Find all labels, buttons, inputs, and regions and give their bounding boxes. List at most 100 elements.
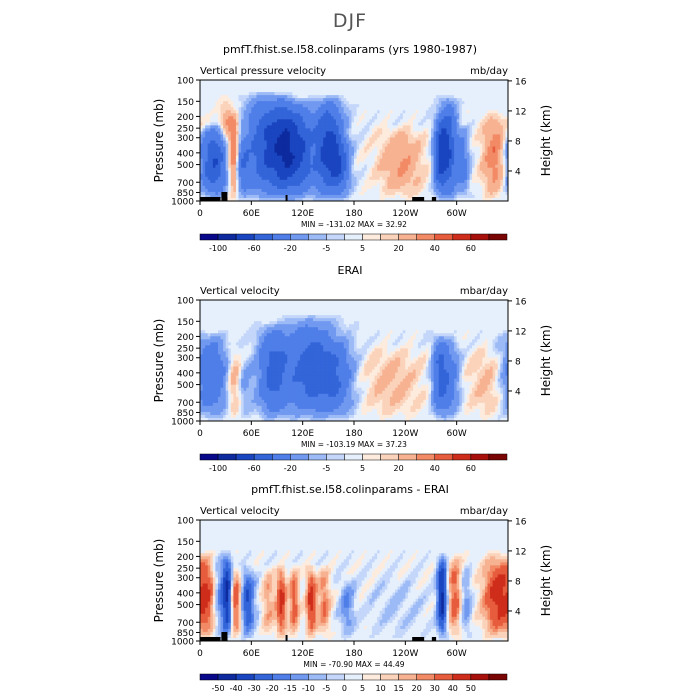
- field-cell: [264, 95, 268, 99]
- field-cell: [497, 116, 501, 120]
- field-cell: [202, 143, 206, 147]
- field-cell: [395, 113, 399, 117]
- field-cell: [469, 191, 473, 196]
- field-cell: [230, 134, 234, 138]
- field-cell: [348, 113, 352, 117]
- field-cell: [451, 161, 455, 166]
- field-cell: [431, 80, 434, 84]
- field-cell: [292, 143, 296, 147]
- field-cell: [343, 170, 347, 175]
- field-cell: [338, 134, 342, 138]
- field-cell: [402, 137, 406, 141]
- field-cell: [500, 155, 504, 160]
- field-cell: [330, 170, 334, 175]
- field-cell: [312, 158, 316, 163]
- field-cell: [225, 116, 229, 120]
- field-cell: [495, 173, 499, 178]
- field-cell: [338, 173, 342, 178]
- field-cell: [269, 122, 273, 126]
- field-cell: [346, 131, 350, 135]
- field-cell: [351, 188, 355, 193]
- field-cell: [420, 170, 424, 175]
- field-cell: [436, 89, 440, 93]
- field-cell: [341, 122, 345, 126]
- field-cell: [220, 83, 224, 87]
- field-cell: [259, 113, 262, 117]
- field-cell: [436, 191, 440, 196]
- field-cell: [266, 110, 270, 114]
- field-cell: [484, 164, 488, 169]
- field-cell: [479, 116, 483, 120]
- field-cell: [205, 92, 209, 96]
- field-cell: [200, 164, 203, 169]
- field-cell: [469, 152, 473, 157]
- field-cell: [395, 164, 399, 169]
- field-cell: [256, 164, 260, 169]
- field-cell: [490, 191, 493, 196]
- field-cell: [307, 300, 311, 304]
- field-cell: [279, 173, 283, 178]
- field-cell: [294, 164, 298, 169]
- field-cell: [336, 92, 339, 96]
- field-cell: [482, 107, 486, 111]
- field-cell: [343, 134, 347, 138]
- field-cell: [395, 146, 399, 150]
- field-cell: [200, 116, 203, 120]
- field-cell: [217, 98, 221, 102]
- field-cell: [495, 164, 499, 169]
- field-cell: [343, 146, 347, 150]
- field-cell: [418, 182, 422, 187]
- panel-left-label: Vertical velocity: [200, 286, 280, 297]
- field-cell: [407, 191, 411, 196]
- field-cell: [200, 107, 203, 111]
- field-cell: [264, 131, 268, 135]
- field-cell: [217, 89, 221, 93]
- field-cell: [502, 188, 506, 193]
- field-cell: [215, 98, 219, 102]
- field-cell: [500, 110, 504, 114]
- field-cell: [315, 161, 319, 166]
- field-cell: [269, 107, 273, 111]
- field-cell: [343, 137, 347, 141]
- field-cell: [377, 137, 381, 141]
- field-cell: [469, 134, 473, 138]
- field-cell: [461, 137, 465, 141]
- field-cell: [248, 110, 252, 114]
- field-cell: [341, 161, 345, 166]
- field-cell: [282, 116, 286, 120]
- field-cell: [220, 92, 224, 96]
- field-cell: [328, 80, 332, 84]
- field-cell: [420, 300, 424, 304]
- field-cell: [392, 194, 396, 199]
- field-cell: [348, 167, 352, 172]
- field-cell: [217, 161, 221, 166]
- field-cell: [500, 173, 504, 178]
- field-cell: [418, 125, 422, 129]
- field-cell: [413, 188, 416, 193]
- field-cell: [382, 98, 386, 102]
- topography-mark: [200, 197, 221, 201]
- field-cell: [354, 143, 357, 147]
- field-cell: [405, 164, 409, 169]
- field-cell: [318, 116, 322, 120]
- field-cell: [456, 116, 460, 120]
- field-cell: [431, 173, 434, 178]
- field-cell: [407, 161, 411, 166]
- field-cell: [474, 89, 478, 93]
- field-cell: [407, 146, 411, 150]
- field-cell: [482, 176, 486, 181]
- field-cell: [320, 167, 324, 172]
- field-cell: [330, 110, 334, 114]
- field-cell: [330, 173, 334, 178]
- field-cell: [330, 128, 334, 132]
- field-cell: [210, 146, 214, 150]
- field-cell: [292, 107, 296, 111]
- field-cell: [425, 110, 429, 114]
- field-cell: [392, 119, 396, 123]
- field-cell: [456, 131, 460, 135]
- field-cell: [279, 197, 283, 202]
- field-cell: [294, 116, 298, 120]
- field-cell: [479, 122, 483, 126]
- field-cell: [441, 167, 445, 172]
- field-cell: [284, 164, 288, 169]
